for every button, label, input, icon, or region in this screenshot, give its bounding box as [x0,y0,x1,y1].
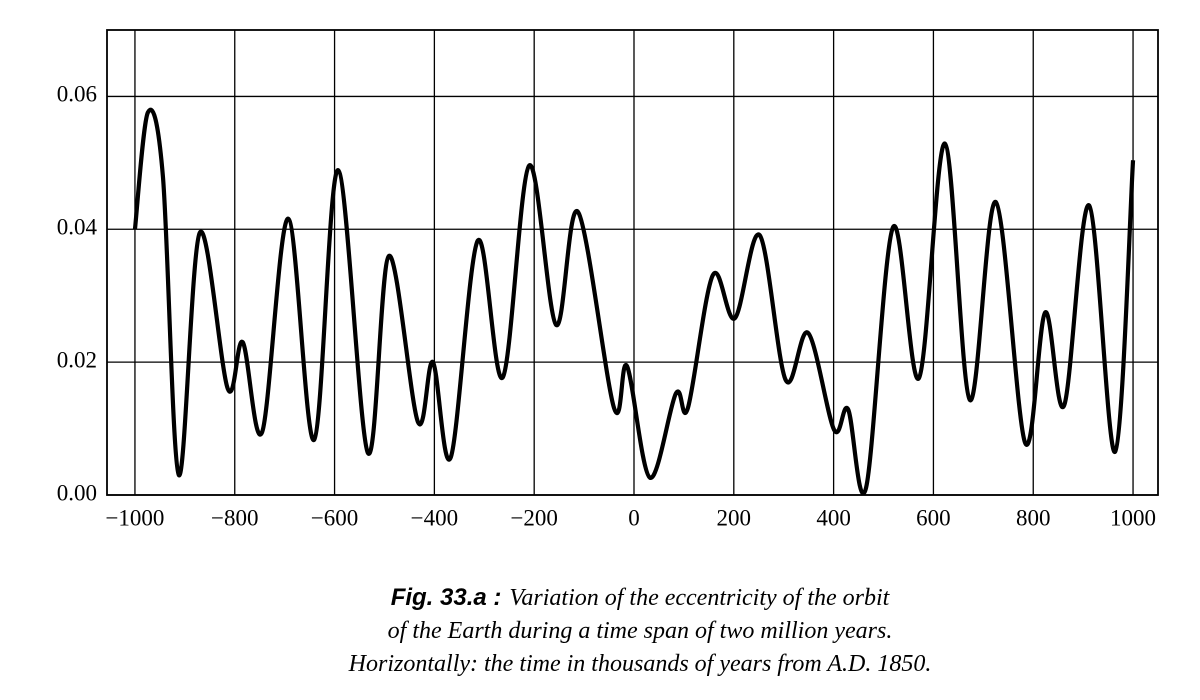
y-tick-label: 0.04 [57,215,98,240]
caption-label: Fig. 33.a : [391,584,502,611]
x-tick-label: 200 [717,505,752,530]
caption-line: of the Earth during a time span of two m… [388,618,893,644]
x-tick-label: 1000 [1110,505,1156,530]
x-tick-label: −400 [411,505,458,530]
x-tick-label: −600 [311,505,358,530]
caption-text: Variation of the eccentricity of the orb… [509,585,890,611]
x-tick-label: 0 [628,505,640,530]
x-tick-label: 600 [916,505,951,530]
y-tick-label: 0.06 [57,82,97,107]
caption-line: Fig. 33.a : Variation of the eccentricity… [391,584,891,611]
x-tick-label: 400 [816,505,851,530]
x-tick-label: −200 [510,505,557,530]
x-tick-label: −800 [211,505,258,530]
y-tick-label: 0.00 [57,480,97,505]
y-tick-label: 0.02 [57,347,97,372]
data-line [132,107,1136,496]
x-tick-label: 800 [1016,505,1051,530]
x-tick-label: −1000 [105,505,164,530]
caption-line: Horizontally: the time in thousands of y… [348,651,932,677]
